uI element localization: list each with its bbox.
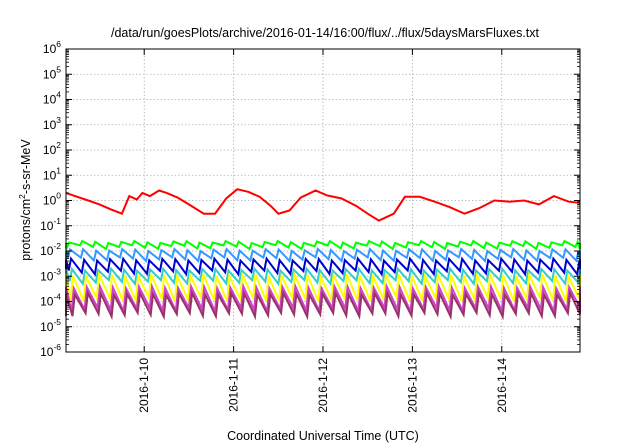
y-tick-exponent: -6 bbox=[53, 342, 61, 352]
y-tick-exponent: 5 bbox=[56, 64, 61, 74]
y-tick-base: 10 bbox=[40, 244, 54, 258]
y-tick-exponent: 4 bbox=[56, 90, 61, 100]
y-tick-exponent: 0 bbox=[56, 191, 61, 201]
x-tick-label: 2016-1-13 bbox=[405, 358, 419, 413]
y-tick-exponent: 1 bbox=[56, 165, 61, 175]
y-tick-label: 103 bbox=[43, 115, 61, 132]
series-line bbox=[65, 270, 581, 305]
x-axis-label: Coordinated Universal Time (UTC) bbox=[227, 429, 419, 443]
y-tick-label: 10-3 bbox=[40, 266, 61, 283]
x-tick-label: 2016-1-14 bbox=[495, 358, 509, 413]
y-tick-base: 10 bbox=[43, 143, 57, 157]
y-tick-label: 106 bbox=[43, 39, 61, 56]
series-line bbox=[65, 282, 581, 316]
y-tick-exponent: -2 bbox=[53, 241, 61, 251]
y-tick-label: 10-6 bbox=[40, 342, 61, 359]
y-axis-ticks: 10-610-510-410-310-210-11001011021031041… bbox=[40, 39, 580, 359]
series-line bbox=[65, 188, 581, 222]
series-line bbox=[65, 247, 581, 264]
y-tick-base: 10 bbox=[40, 269, 54, 283]
y-tick-base: 10 bbox=[40, 345, 54, 359]
y-tick-label: 105 bbox=[43, 64, 61, 81]
y-axis-label-pre: protons/cm bbox=[19, 199, 33, 261]
series-line bbox=[65, 289, 581, 321]
y-tick-exponent: 3 bbox=[56, 115, 61, 125]
y-tick-label: 101 bbox=[43, 165, 61, 182]
y-axis-label: protons/cm2-s-sr-MeV bbox=[17, 139, 33, 261]
y-tick-label: 10-4 bbox=[40, 292, 61, 309]
y-tick-label: 102 bbox=[43, 140, 61, 157]
y-tick-base: 10 bbox=[43, 93, 57, 107]
y-axis-label-post: -s-sr-MeV bbox=[19, 139, 33, 195]
x-tick-label: 2016-1-12 bbox=[316, 358, 330, 413]
y-tick-label: 100 bbox=[43, 191, 61, 208]
y-tick-base: 10 bbox=[40, 295, 54, 309]
x-tick-label: 2016-1-10 bbox=[137, 358, 151, 413]
y-tick-label: 10-5 bbox=[40, 317, 61, 334]
series-layer bbox=[65, 188, 581, 321]
y-tick-label: 10-1 bbox=[40, 216, 61, 233]
y-tick-exponent: -4 bbox=[53, 292, 61, 302]
y-tick-base: 10 bbox=[40, 320, 54, 334]
y-tick-exponent: -3 bbox=[53, 266, 61, 276]
y-axis-label-sup: 2 bbox=[17, 194, 27, 199]
series-line bbox=[65, 266, 581, 287]
chart-title: /data/run/goesPlots/archive/2016-01-14/1… bbox=[111, 26, 540, 40]
y-tick-base: 10 bbox=[43, 67, 57, 81]
y-tick-base: 10 bbox=[43, 168, 57, 182]
x-axis-ticks: 2016-1-10 2016-1-11 2016-1-12 2016-1-13 2016… bbox=[137, 49, 509, 413]
y-tick-exponent: -5 bbox=[53, 317, 61, 327]
y-tick-base: 10 bbox=[43, 42, 57, 56]
y-tick-label: 104 bbox=[43, 90, 61, 107]
x-tick-label: 2016-1-11 bbox=[227, 358, 241, 412]
y-tick-base: 10 bbox=[40, 219, 54, 233]
y-tick-exponent: 6 bbox=[56, 39, 61, 49]
y-tick-label: 10-2 bbox=[40, 241, 61, 258]
series-line bbox=[65, 256, 581, 277]
y-tick-exponent: 2 bbox=[56, 140, 61, 150]
y-tick-base: 10 bbox=[43, 194, 57, 208]
y-tick-exponent: -1 bbox=[53, 216, 61, 226]
y-tick-base: 10 bbox=[43, 118, 57, 132]
series-line bbox=[65, 239, 581, 252]
